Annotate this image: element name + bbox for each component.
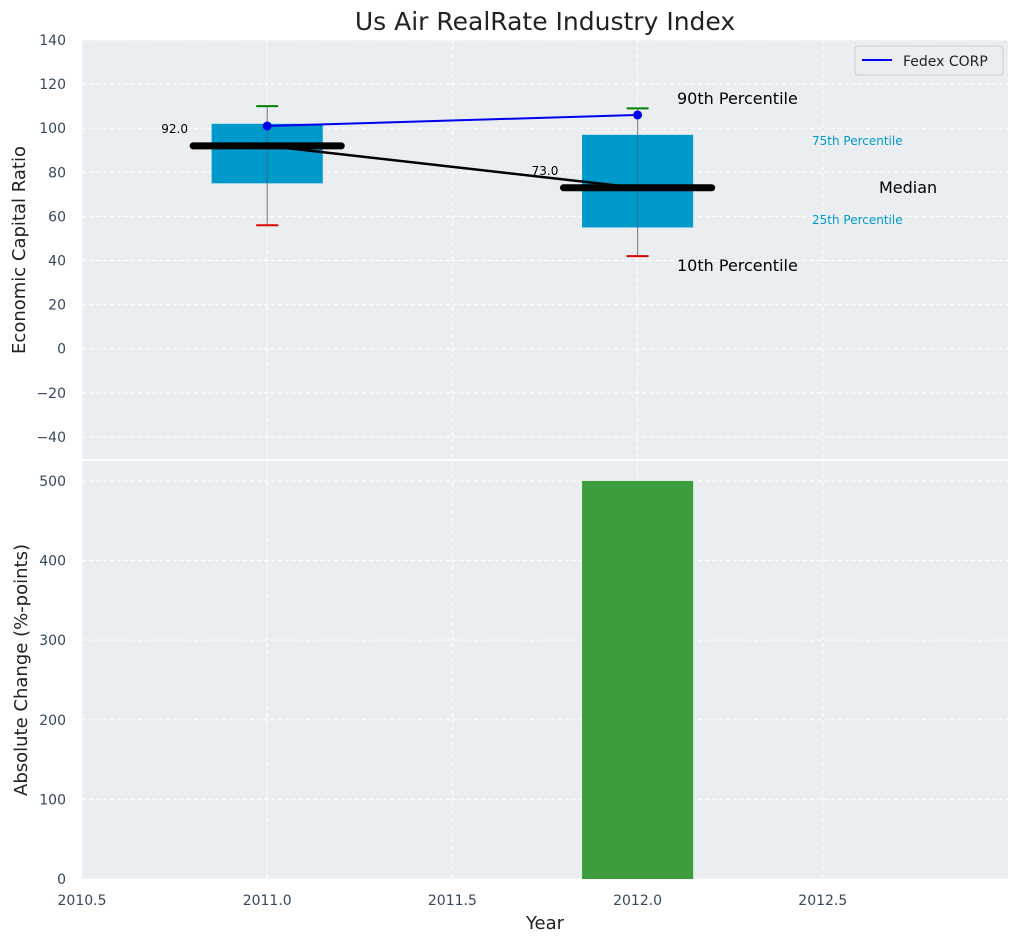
legend-label: Fedex CORP [903, 54, 988, 70]
top-y-tick-label: 120 [39, 77, 66, 93]
change-bar [582, 480, 694, 879]
fedex-series-point [633, 110, 643, 120]
bottom-plot-area [82, 461, 1008, 879]
top-y-tick-label: 0 [57, 342, 66, 358]
top-y-tick-label: 80 [48, 165, 66, 181]
box-2012 [582, 107, 694, 258]
x-tick-label: 2012.5 [798, 893, 847, 909]
annotation-90th-percentile: 90th Percentile [677, 89, 798, 108]
box-2011 [211, 105, 323, 227]
median-connector-line [267, 144, 638, 189]
legend: Fedex CORP [854, 45, 1004, 76]
bottom-y-tick-label: 0 [57, 872, 66, 888]
fedex-series-point [262, 121, 272, 131]
legend-box [854, 45, 1004, 76]
x-tick-label: 2010.5 [58, 893, 107, 909]
bottom-y-tick-label: 300 [39, 633, 66, 649]
top-y-tick-label: 20 [48, 298, 66, 314]
top-y-axis-label: Economic Capital Ratio [9, 146, 30, 354]
median-value-label: 73.0 [532, 164, 559, 178]
x-tick-label: 2011.5 [428, 893, 477, 909]
annotation-10th-percentile: 10th Percentile [677, 256, 798, 275]
bottom-y-tick-label: 400 [39, 554, 66, 570]
top-y-tick-label: 100 [39, 121, 66, 137]
bottom-y-tick-label: 500 [39, 474, 66, 490]
top-y-tick-label: −40 [36, 430, 66, 446]
annotation-25th-percentile: 25th Percentile [812, 213, 903, 227]
top-y-tick-label: −20 [36, 386, 66, 402]
bottom-grid [81, 461, 1008, 880]
x-tick-label: 2011.0 [243, 893, 292, 909]
fedex-series-line [267, 113, 638, 128]
top-y-tick-label: 140 [39, 33, 66, 49]
top-plot-area [82, 40, 1008, 459]
bottom-y-tick-label: 200 [39, 713, 66, 729]
median-value-label: 92.0 [161, 122, 188, 136]
bottom-y-axis-label: Absolute Change (%-points) [11, 544, 32, 796]
top-y-tick-label: 60 [48, 209, 66, 225]
chart-title: Us Air RealRate Industry Index [355, 7, 735, 36]
annotation-75th-percentile: 75th Percentile [812, 134, 903, 148]
top-y-tick-label: 40 [48, 254, 66, 270]
x-tick-label: 2012.0 [613, 893, 662, 909]
annotation-median: Median [879, 178, 937, 197]
x-axis-label: Year [525, 913, 565, 934]
bottom-y-tick-label: 100 [39, 792, 66, 808]
